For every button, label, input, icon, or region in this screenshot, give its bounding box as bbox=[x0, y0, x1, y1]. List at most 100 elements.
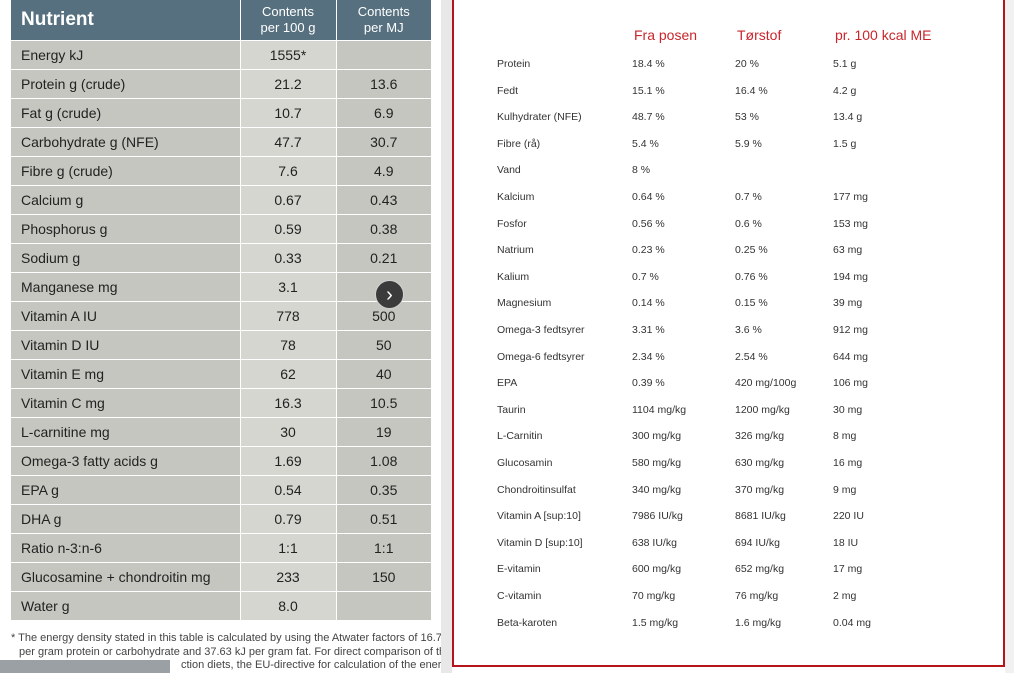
permj-value-cell: 19 bbox=[336, 417, 431, 447]
torstof-cell: 694 IU/kg bbox=[735, 536, 780, 549]
permj-column-header: Contents per MJ bbox=[336, 0, 431, 41]
fra-posen-cell: 638 IU/kg bbox=[632, 536, 677, 549]
permj-value-cell: 30.7 bbox=[336, 127, 431, 157]
permj-value-cell: 10.5 bbox=[336, 388, 431, 418]
name-cell: Fibre (rå) bbox=[497, 137, 541, 150]
per100-value-cell: 778 bbox=[240, 301, 337, 331]
left-panel: Nutrient Contents per 100 g Contents per… bbox=[0, 0, 441, 673]
per-100kcal-cell: 4.2 g bbox=[833, 84, 857, 97]
table-header-row: Nutrient Contents per 100 g Contents per… bbox=[11, 0, 431, 41]
name-cell: Fedt bbox=[497, 84, 519, 97]
nutrient-name-cell: Vitamin A IU bbox=[11, 301, 241, 331]
table-row: L-carnitine mg 30 19 bbox=[11, 417, 431, 447]
name-cell: E-vitamin bbox=[497, 563, 541, 576]
per100-value-cell: 233 bbox=[240, 562, 337, 592]
permj-value-cell: 13.6 bbox=[336, 69, 431, 99]
nutrient-name-cell: Carbohydrate g (NFE) bbox=[11, 127, 241, 157]
table-row: Carbohydrate g (NFE) 47.7 30.7 bbox=[11, 127, 431, 157]
table-row: Vitamin E mg 62 40 bbox=[11, 359, 431, 389]
per-100kcal-cell: 16 mg bbox=[833, 457, 863, 469]
nutrient-table: Nutrient Contents per 100 g Contents per… bbox=[11, 0, 431, 620]
fra-posen-cell: 70 mg/kg bbox=[632, 590, 676, 602]
fra-posen-cell: 0.64 % bbox=[632, 191, 665, 203]
torstof-cell: 0.7 % bbox=[735, 191, 762, 203]
name-cell: Kalium bbox=[497, 270, 530, 283]
name-cell: Beta-karoten bbox=[497, 616, 558, 629]
panel-divider bbox=[441, 0, 452, 673]
nutrient-name-cell: Fibre g (crude) bbox=[11, 156, 241, 186]
per-100kcal-cell: 220 IU bbox=[833, 510, 864, 523]
torstof-cell: 53 % bbox=[735, 111, 759, 124]
fra-posen-cell: 1104 mg/kg bbox=[632, 403, 687, 416]
table-row: Vitamin C mg 16.3 10.5 bbox=[11, 388, 431, 418]
torstof-cell: 1.6 mg/kg bbox=[735, 616, 782, 629]
permj-value-cell: 1:1 bbox=[336, 533, 431, 563]
per100-column-header: Contents per 100 g bbox=[240, 0, 337, 41]
fra-posen-cell: 18.4 % bbox=[632, 58, 665, 70]
nutrient-name-cell: Vitamin D IU bbox=[11, 330, 241, 360]
per-100kcal-cell: 1.5 g bbox=[833, 137, 857, 150]
permj-value-cell: 4.9 bbox=[336, 156, 431, 186]
per-100kcal-cell: 17 mg bbox=[833, 563, 863, 576]
per-100kcal-cell: 13.4 g bbox=[833, 111, 863, 124]
name-cell: EPA bbox=[497, 377, 518, 390]
name-cell: Vitamin D [sup:10] bbox=[497, 536, 583, 549]
right-panel: Fra posen Tørstof pr. 100 kcal ME Protei… bbox=[452, 0, 1005, 667]
torstof-cell: 630 mg/kg bbox=[735, 457, 785, 469]
fra-posen-cell: 1.5 mg/kg bbox=[632, 616, 679, 629]
fra-posen-cell: 580 mg/kg bbox=[632, 457, 682, 469]
torstof-cell: 0.6 % bbox=[735, 217, 762, 230]
nutrient-name-cell: DHA g bbox=[11, 504, 241, 534]
torstof-cell: 420 mg/100g bbox=[735, 377, 797, 390]
table-row: Phosphorus g 0.59 0.38 bbox=[11, 214, 431, 244]
nutrient-name-cell: Manganese mg bbox=[11, 272, 241, 302]
fra-posen-cell: 340 mg/kg bbox=[632, 483, 682, 496]
permj-value-cell: 50 bbox=[336, 330, 431, 360]
per100-value-cell: 16.3 bbox=[240, 388, 337, 418]
per-100kcal-cell: 644 mg bbox=[833, 350, 869, 363]
per-100kcal-cell: 106 mg bbox=[833, 377, 869, 390]
per-100kcal-cell: 8 mg bbox=[833, 430, 857, 443]
torstof-cell: 20 % bbox=[735, 58, 759, 70]
torstof-cell: 8681 IU/kg bbox=[735, 510, 786, 523]
footnote-line: * The energy density stated in this tabl… bbox=[11, 632, 441, 644]
fra-posen-cell: 48.7 % bbox=[632, 111, 665, 124]
table-row: Calcium g 0.67 0.43 bbox=[11, 185, 431, 215]
per100-value-cell: 0.79 bbox=[240, 504, 337, 534]
per100-value-cell: 1:1 bbox=[240, 533, 337, 563]
name-cell: L-Carnitin bbox=[497, 430, 543, 443]
permj-value-cell bbox=[336, 591, 431, 620]
name-cell: Vitamin A [sup:10] bbox=[497, 510, 581, 523]
energy-footnote: * The energy density stated in this tabl… bbox=[11, 632, 441, 673]
per100-value-cell: 8.0 bbox=[240, 591, 337, 620]
per100-value-cell: 47.7 bbox=[240, 127, 337, 157]
per-100kcal-cell: 63 mg bbox=[833, 244, 863, 257]
name-cell: Vand bbox=[497, 164, 521, 177]
table-row: Glucosamine + chondroitin mg 233 150 bbox=[11, 562, 431, 592]
per100-value-cell: 1555* bbox=[240, 40, 337, 70]
permj-value-cell: 1.08 bbox=[336, 446, 431, 476]
name-cell: Magnesium bbox=[497, 297, 552, 310]
table-row: EPA g 0.54 0.35 bbox=[11, 475, 431, 505]
table-row: Fat g (crude) 10.7 6.9 bbox=[11, 98, 431, 128]
footnote-line: ction diets, the EU-directive for calcul… bbox=[181, 659, 441, 671]
name-cell: Kalcium bbox=[497, 191, 535, 203]
permj-value-cell: 0.51 bbox=[336, 504, 431, 534]
fra-posen-cell: 7986 IU/kg bbox=[632, 510, 683, 523]
per-100kcal-cell: 5.1 g bbox=[833, 58, 857, 70]
torstof-cell: 16.4 % bbox=[735, 84, 768, 97]
per100-value-cell: 0.67 bbox=[240, 185, 337, 215]
torstof-column-header: Tørstof bbox=[737, 27, 782, 43]
per100-value-cell: 21.2 bbox=[240, 69, 337, 99]
table-row: Vitamin A IU 778 500 bbox=[11, 301, 431, 331]
per100-value-cell: 30 bbox=[240, 417, 337, 447]
nutrient-name-cell: L-carnitine mg bbox=[11, 417, 241, 447]
chevron-right-icon[interactable]: › bbox=[375, 280, 404, 309]
torstof-cell: 0.76 % bbox=[735, 270, 768, 283]
nutrient-name-cell: Calcium g bbox=[11, 185, 241, 215]
permj-value-cell: 150 bbox=[336, 562, 431, 592]
name-cell: Natrium bbox=[497, 244, 534, 257]
per-100kcal-cell: 9 mg bbox=[833, 483, 857, 496]
table-row: Omega-3 fatty acids g 1.69 1.08 bbox=[11, 446, 431, 476]
footnote-line: per gram protein or carbohydrate and 37.… bbox=[19, 645, 441, 658]
